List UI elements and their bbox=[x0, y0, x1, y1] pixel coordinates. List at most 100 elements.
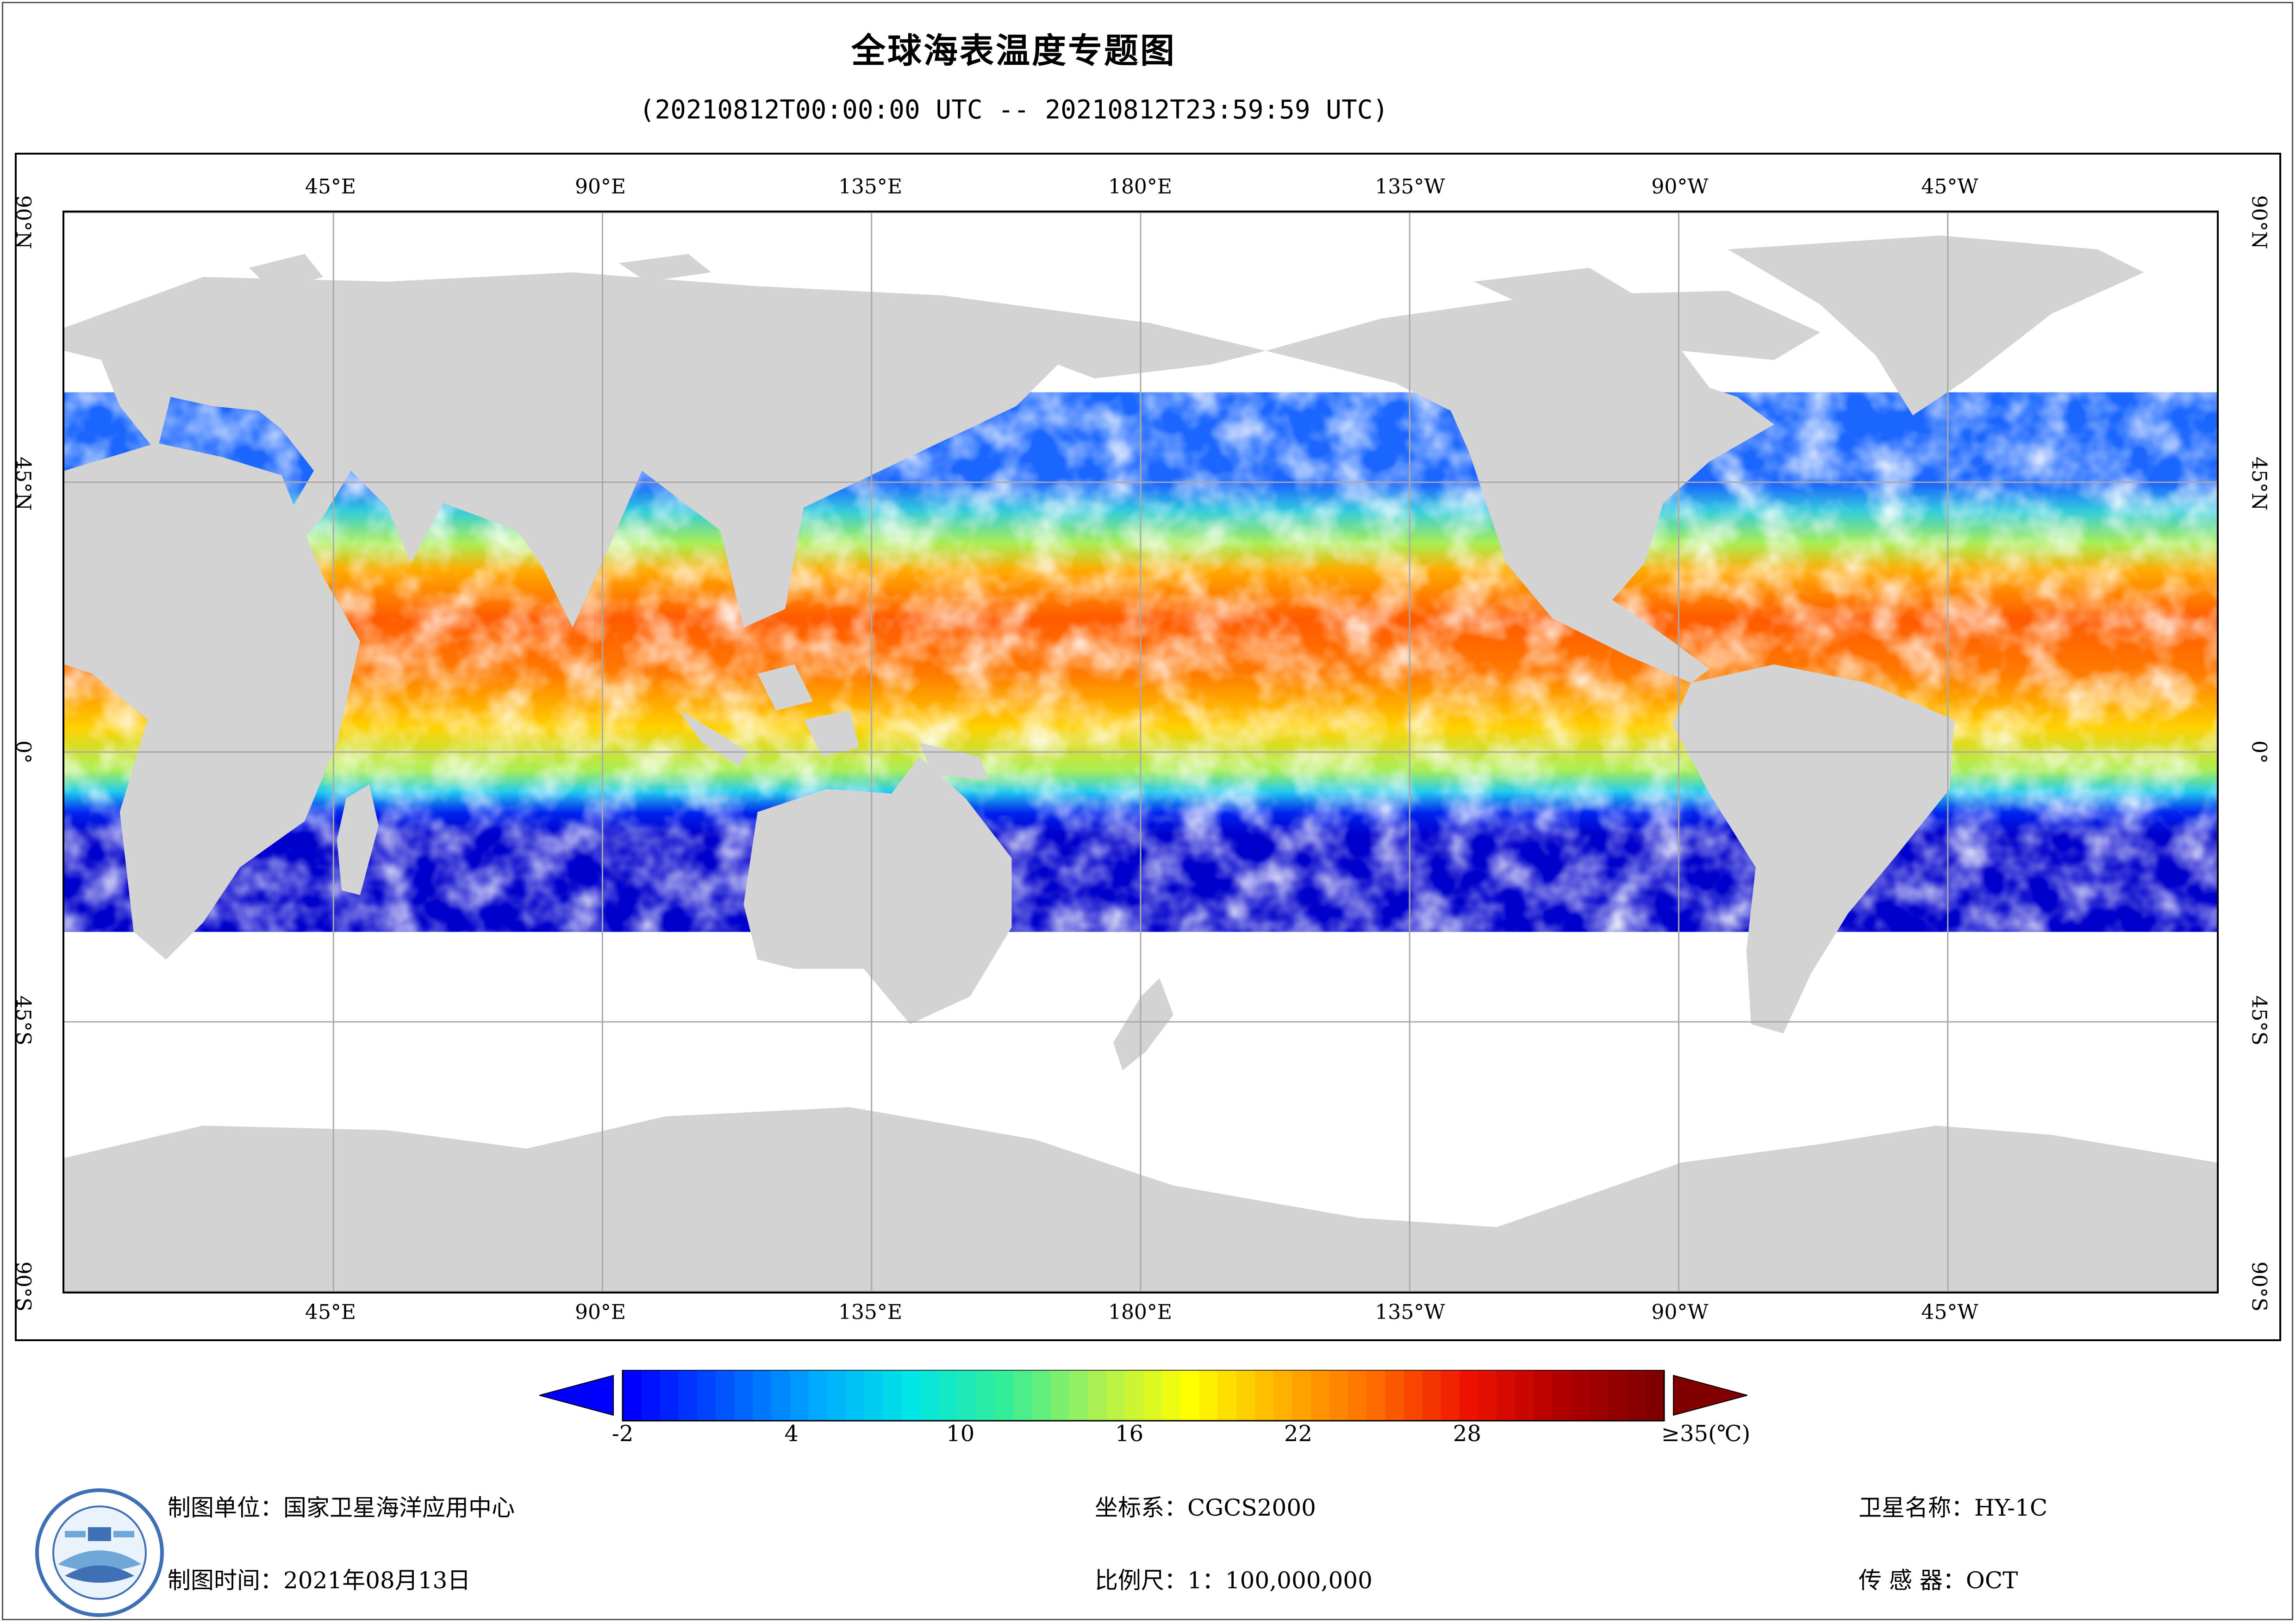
colorbar-cell bbox=[883, 1370, 902, 1421]
sst-map bbox=[62, 211, 2219, 1293]
colorbar-cell bbox=[1143, 1370, 1162, 1421]
colorbar-tick-label: 28 bbox=[1453, 1421, 1481, 1447]
colorbar-cell bbox=[864, 1370, 883, 1421]
colorbar-cell bbox=[1385, 1370, 1404, 1421]
colorbar-cell bbox=[623, 1370, 642, 1421]
colorbar-tick-label: ≥35(℃) bbox=[1661, 1421, 1751, 1447]
colorbar-cell bbox=[1366, 1370, 1385, 1421]
crs-label: 坐标系： bbox=[1095, 1494, 1187, 1521]
colorbar-cell bbox=[1087, 1370, 1107, 1421]
lat-tick-right: 45°N bbox=[2247, 456, 2271, 511]
colorbar-tick-label: -2 bbox=[611, 1421, 634, 1447]
land-newzealand bbox=[1113, 978, 1173, 1070]
land-africa bbox=[64, 443, 360, 960]
colorbar-cell bbox=[1441, 1370, 1460, 1421]
colorbar-cell bbox=[1404, 1370, 1423, 1421]
colorbar-cell bbox=[846, 1370, 865, 1421]
colorbar-cell bbox=[1552, 1370, 1572, 1421]
colorbar-cell bbox=[1590, 1370, 1609, 1421]
colorbar-cell bbox=[660, 1370, 679, 1421]
lon-tick-bottom: 90°E bbox=[574, 1300, 626, 1324]
colorbar bbox=[539, 1370, 1747, 1422]
lon-tick-top: 180°E bbox=[1108, 175, 1173, 199]
colorbar-cell bbox=[1571, 1370, 1590, 1421]
lat-tick-right: 90°N bbox=[2247, 195, 2271, 249]
crs-value: CGCS2000 bbox=[1187, 1494, 1316, 1521]
colorbar-outline bbox=[622, 1370, 1665, 1422]
colorbar-cell bbox=[1329, 1370, 1348, 1421]
land-australia bbox=[743, 756, 1012, 1024]
colorbar-cell bbox=[1180, 1370, 1200, 1421]
colorbar-tick-label: 16 bbox=[1115, 1421, 1144, 1447]
colorbar-cell bbox=[697, 1370, 716, 1421]
colorbar-cell bbox=[734, 1370, 753, 1421]
scale-field: 比例尺：1：100,000,000 bbox=[1095, 1562, 1373, 1595]
graticule bbox=[64, 212, 2217, 1292]
colorbar-cell bbox=[1627, 1370, 1646, 1421]
satellite-label: 卫星名称： bbox=[1859, 1494, 1974, 1521]
colorbar-cell bbox=[808, 1370, 828, 1421]
lat-tick-left: 45°S bbox=[11, 995, 35, 1046]
colorbar-cells bbox=[623, 1370, 1665, 1421]
colorbar-cell bbox=[994, 1370, 1014, 1421]
lon-tick-top: 45°W bbox=[1921, 175, 1978, 199]
sensor-label: 传 感 器： bbox=[1859, 1567, 1966, 1594]
colorbar-cell bbox=[1645, 1370, 1665, 1421]
lat-tick-right: 45°S bbox=[2247, 995, 2271, 1046]
colorbar-cell bbox=[1497, 1370, 1516, 1421]
date-field: 制图时间：2021年08月13日 bbox=[168, 1562, 471, 1595]
colorbar-under-arrow bbox=[539, 1374, 614, 1416]
colorbar-cell bbox=[1236, 1370, 1255, 1421]
lon-tick-top: 90°E bbox=[574, 175, 626, 199]
lon-tick-bottom: 135°W bbox=[1375, 1300, 1445, 1324]
lon-tick-top: 135°W bbox=[1375, 175, 1445, 199]
lon-tick-bottom: 45°E bbox=[305, 1300, 356, 1324]
sensor-field: 传 感 器：OCT bbox=[1859, 1562, 2018, 1595]
land-indonesia bbox=[679, 664, 989, 780]
lon-tick-bottom: 45°W bbox=[1921, 1300, 1978, 1324]
colorbar-cell bbox=[1013, 1370, 1032, 1421]
colorbar-cell bbox=[1050, 1370, 1069, 1421]
colorbar-cell bbox=[1348, 1370, 1367, 1421]
map-title: 全球海表温度专题图 bbox=[851, 31, 1176, 71]
colorbar-cell bbox=[641, 1370, 660, 1421]
colorbar-cell bbox=[939, 1370, 958, 1421]
date-value: 2021年08月13日 bbox=[283, 1567, 471, 1594]
colorbar-tick-label: 4 bbox=[784, 1421, 799, 1447]
lat-tick-left: 45°N bbox=[11, 456, 35, 511]
colorbar-cell bbox=[1255, 1370, 1274, 1421]
lat-tick-left: 0° bbox=[11, 740, 35, 764]
map-outer-frame bbox=[15, 153, 2281, 1341]
date-label: 制图时间： bbox=[168, 1567, 283, 1594]
producer-label: 制图单位： bbox=[168, 1494, 283, 1521]
scale-label: 比例尺： bbox=[1095, 1567, 1187, 1594]
colorbar-cell bbox=[1106, 1370, 1125, 1421]
colorbar-cell bbox=[678, 1370, 698, 1421]
satellite-field: 卫星名称：HY-1C bbox=[1859, 1489, 2047, 1523]
colorbar-cell bbox=[1069, 1370, 1088, 1421]
colorbar-tick-label: 22 bbox=[1284, 1421, 1312, 1447]
land-madagascar bbox=[337, 784, 379, 895]
lon-tick-bottom: 135°E bbox=[838, 1300, 903, 1324]
map-subtitle: (20210812T00:00:00 UTC -- 20210812T23:59… bbox=[639, 95, 1389, 125]
colorbar-cell bbox=[1162, 1370, 1181, 1421]
nsoas-logo-icon bbox=[35, 1488, 164, 1617]
colorbar-cell bbox=[976, 1370, 995, 1421]
colorbar-cell bbox=[1460, 1370, 1479, 1421]
lon-tick-bottom: 180°E bbox=[1108, 1300, 1173, 1324]
colorbar-cell bbox=[1217, 1370, 1237, 1421]
colorbar-cell bbox=[1534, 1370, 1553, 1421]
land-north-america bbox=[1266, 291, 1821, 683]
colorbar-cell bbox=[1515, 1370, 1535, 1421]
colorbar-cell bbox=[920, 1370, 939, 1421]
colorbar-cell bbox=[1310, 1370, 1330, 1421]
satellite-value: HY-1C bbox=[1974, 1494, 2048, 1521]
lat-tick-right: 0° bbox=[2247, 740, 2271, 764]
scale-value: 1：100,000,000 bbox=[1187, 1567, 1373, 1594]
colorbar-cell bbox=[1292, 1370, 1311, 1421]
colorbar-cell bbox=[1478, 1370, 1497, 1421]
colorbar-over-arrow bbox=[1673, 1374, 1747, 1416]
lon-tick-top: 45°E bbox=[305, 175, 356, 199]
colorbar-cell bbox=[901, 1370, 921, 1421]
